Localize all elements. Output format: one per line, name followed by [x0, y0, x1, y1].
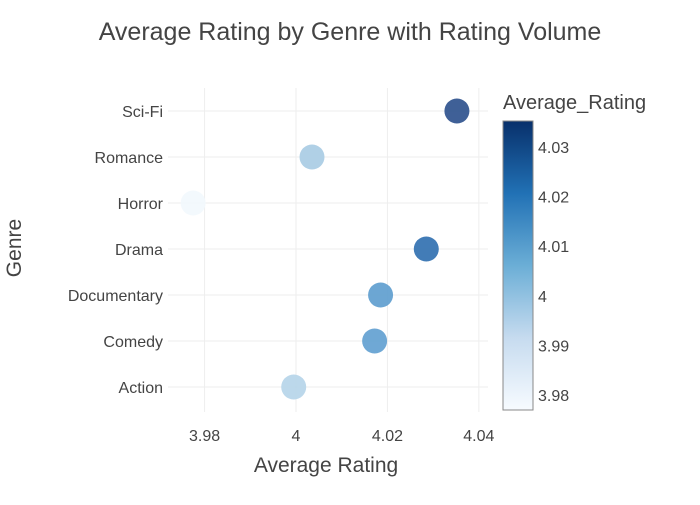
data-point[interactable]: [281, 374, 307, 400]
y-tick-label: Horror: [118, 196, 164, 213]
y-tick-label: Comedy: [103, 334, 163, 351]
data-point[interactable]: [444, 98, 470, 124]
data-point[interactable]: [413, 236, 439, 262]
x-axis-title: Average Rating: [254, 454, 398, 477]
colorbar-tick-label: 4.01: [538, 239, 569, 256]
colorbar-title: Average_Rating: [503, 92, 646, 114]
y-tick-label: Action: [119, 380, 163, 397]
colorbar-tick-label: 4: [538, 289, 547, 306]
data-point[interactable]: [180, 190, 206, 216]
chart-title: Average Rating by Genre with Rating Volu…: [99, 18, 602, 46]
colorbar-tick-label: 3.98: [538, 388, 569, 405]
data-point[interactable]: [368, 282, 394, 308]
x-tick-label: 4.04: [463, 428, 494, 445]
y-tick-label: Romance: [95, 150, 164, 167]
grid-layer: [168, 88, 488, 412]
data-point[interactable]: [362, 328, 388, 354]
y-tick-label: Documentary: [68, 288, 163, 305]
colorbar: Average_Rating 3.98 3.99 4 4.01 4.02 4.03: [502, 92, 646, 411]
x-tick-labels: 3.98 4 4.02 4.04: [189, 428, 495, 445]
colorbar-gradient: [502, 120, 534, 411]
points-layer: [180, 98, 470, 400]
x-tick-label: 3.98: [189, 428, 220, 445]
colorbar-tick-label: 3.99: [538, 338, 569, 355]
x-tick-label: 4.02: [372, 428, 403, 445]
x-tick-label: 4: [292, 428, 301, 445]
y-tick-label: Drama: [115, 242, 163, 259]
data-point[interactable]: [299, 144, 325, 170]
colorbar-tick-labels: 3.98 3.99 4 4.01 4.02 4.03: [538, 140, 569, 405]
y-tick-label: Sci-Fi: [122, 104, 163, 121]
y-axis-title: Genre: [3, 219, 26, 277]
colorbar-tick-label: 4.02: [538, 189, 569, 206]
y-tick-labels: Action Comedy Documentary Drama Horror Romanc…: [68, 104, 164, 397]
colorbar-tick-label: 4.03: [538, 140, 569, 157]
